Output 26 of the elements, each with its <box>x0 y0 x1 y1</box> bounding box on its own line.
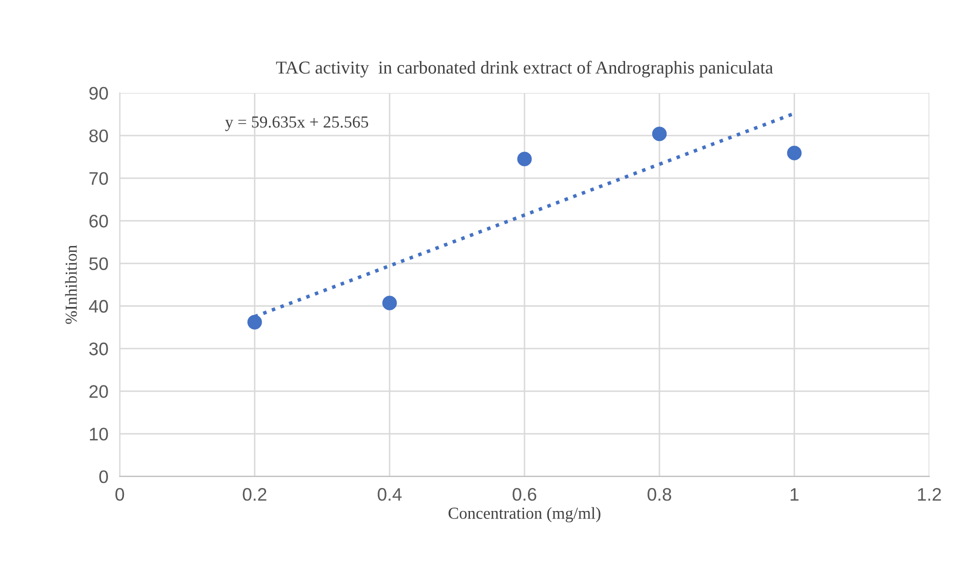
y-axis-title: %Inhibition <box>65 245 77 324</box>
y-tick-label: 80 <box>89 130 108 142</box>
x-tick-label: 0.8 <box>648 488 672 501</box>
y-tick-label: 90 <box>89 86 108 100</box>
chart-title: TAC activity in carbonated drink extract of Andrographis paniculata <box>276 60 773 78</box>
point <box>787 146 802 160</box>
y-tick-label: 50 <box>89 257 108 270</box>
x-tick-label: 0.2 <box>242 488 266 501</box>
point <box>382 296 397 310</box>
y-tick-label: 0 <box>99 470 108 484</box>
x-tick-label: 1 <box>790 488 798 501</box>
annotation: y = 59.635x + 25.565 <box>225 116 368 132</box>
y-tick-label: 30 <box>89 342 108 356</box>
x-tick-label: 0.6 <box>512 488 536 501</box>
x-tick-label: 0.4 <box>378 488 402 501</box>
y-tick-label: 70 <box>89 172 108 185</box>
y-tick-label: 10 <box>90 428 108 441</box>
point <box>652 126 667 142</box>
x-tick-label: 1.2 <box>918 488 941 501</box>
y-tick-label: 20 <box>89 385 108 398</box>
x-axis-title: Concentration (mg/ml) <box>448 507 600 522</box>
y-tick-label: 40 <box>88 300 108 313</box>
point <box>517 152 532 166</box>
point <box>247 314 262 330</box>
y-tick-label: 60 <box>89 214 108 228</box>
x-tick-label: 0 <box>115 488 124 501</box>
